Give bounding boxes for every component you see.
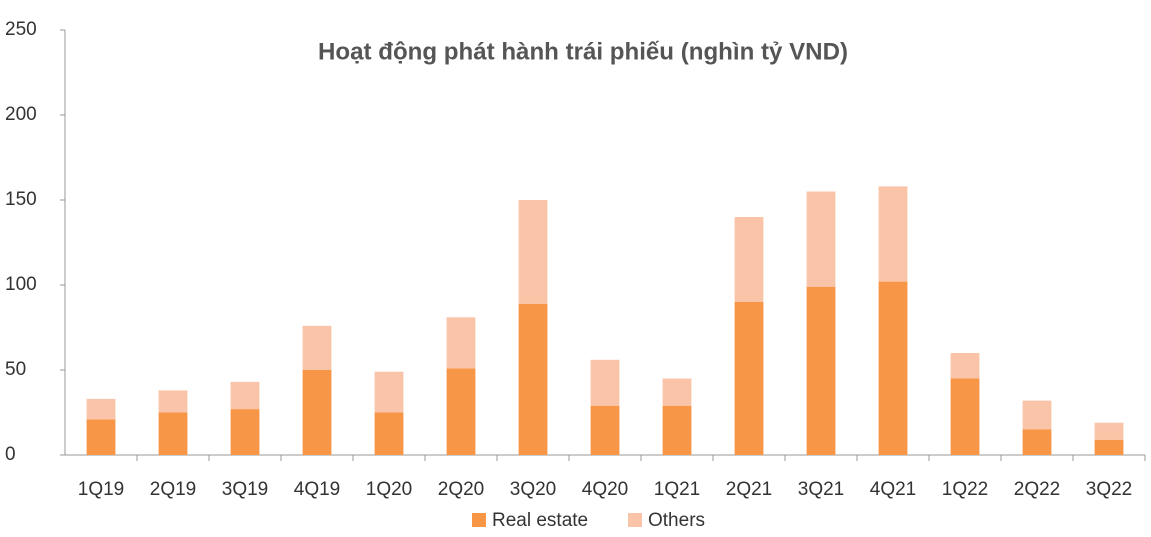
x-tick-label: 4Q19: [294, 479, 340, 500]
bar-segment: [950, 353, 980, 379]
bar-segment: [734, 302, 764, 455]
y-tick-label: 50: [5, 359, 26, 380]
y-tick-label: 100: [5, 274, 37, 295]
bar-segment: [662, 405, 692, 455]
bar-segment: [878, 281, 908, 455]
bar-segment: [86, 419, 116, 455]
bar-segment: [230, 381, 260, 410]
chart-title: Hoạt động phát hành trái phiếu (nghìn tỷ…: [318, 38, 848, 65]
bar-segment: [230, 409, 260, 455]
bar-segment: [1022, 400, 1052, 430]
bar-segment: [374, 371, 404, 413]
bar-segment: [1094, 439, 1124, 455]
bar-segment: [590, 359, 620, 406]
bar-segment: [158, 390, 188, 413]
y-tick-label: 200: [5, 104, 37, 125]
x-tick-label: 1Q22: [942, 479, 988, 500]
legend-swatch: [472, 513, 486, 527]
x-tick-label: 1Q21: [654, 479, 700, 500]
x-tick-label: 2Q20: [438, 479, 484, 500]
legend-swatch: [628, 513, 642, 527]
x-tick-label: 3Q22: [1086, 479, 1132, 500]
x-tick-label: 4Q20: [582, 479, 628, 500]
y-tick-label: 250: [5, 19, 37, 40]
bar-segment: [518, 200, 548, 304]
bar-segment: [1094, 422, 1124, 440]
bar-segment: [590, 405, 620, 455]
x-tick-label: 2Q19: [150, 479, 196, 500]
bar-segment: [374, 412, 404, 455]
bar-segment: [158, 412, 188, 455]
bar-segment: [734, 217, 764, 302]
x-tick-label: 1Q20: [366, 479, 412, 500]
x-tick-label: 3Q19: [222, 479, 268, 500]
bar-segment: [86, 398, 116, 420]
bar-segment: [662, 378, 692, 406]
x-tick-label: 4Q21: [870, 479, 916, 500]
legend-label: Real estate: [492, 510, 588, 531]
bar-segment: [878, 186, 908, 282]
bar-segment: [446, 368, 476, 455]
x-tick-label: 2Q21: [726, 479, 772, 500]
bar-segment: [806, 286, 836, 455]
bar-segment: [1022, 429, 1052, 455]
x-tick-label: 2Q22: [1014, 479, 1060, 500]
bar-segment: [950, 378, 980, 455]
bar-segment: [446, 317, 476, 369]
x-tick-label: 3Q20: [510, 479, 556, 500]
bar-segment: [518, 303, 548, 455]
y-tick-label: 0: [5, 444, 16, 465]
bar-segment: [302, 325, 332, 370]
bar-segment: [302, 370, 332, 455]
legend-label: Others: [648, 510, 705, 531]
x-tick-label: 1Q19: [78, 479, 124, 500]
bar-segment: [806, 191, 836, 287]
y-tick-label: 150: [5, 189, 37, 210]
x-tick-label: 3Q21: [798, 479, 844, 500]
